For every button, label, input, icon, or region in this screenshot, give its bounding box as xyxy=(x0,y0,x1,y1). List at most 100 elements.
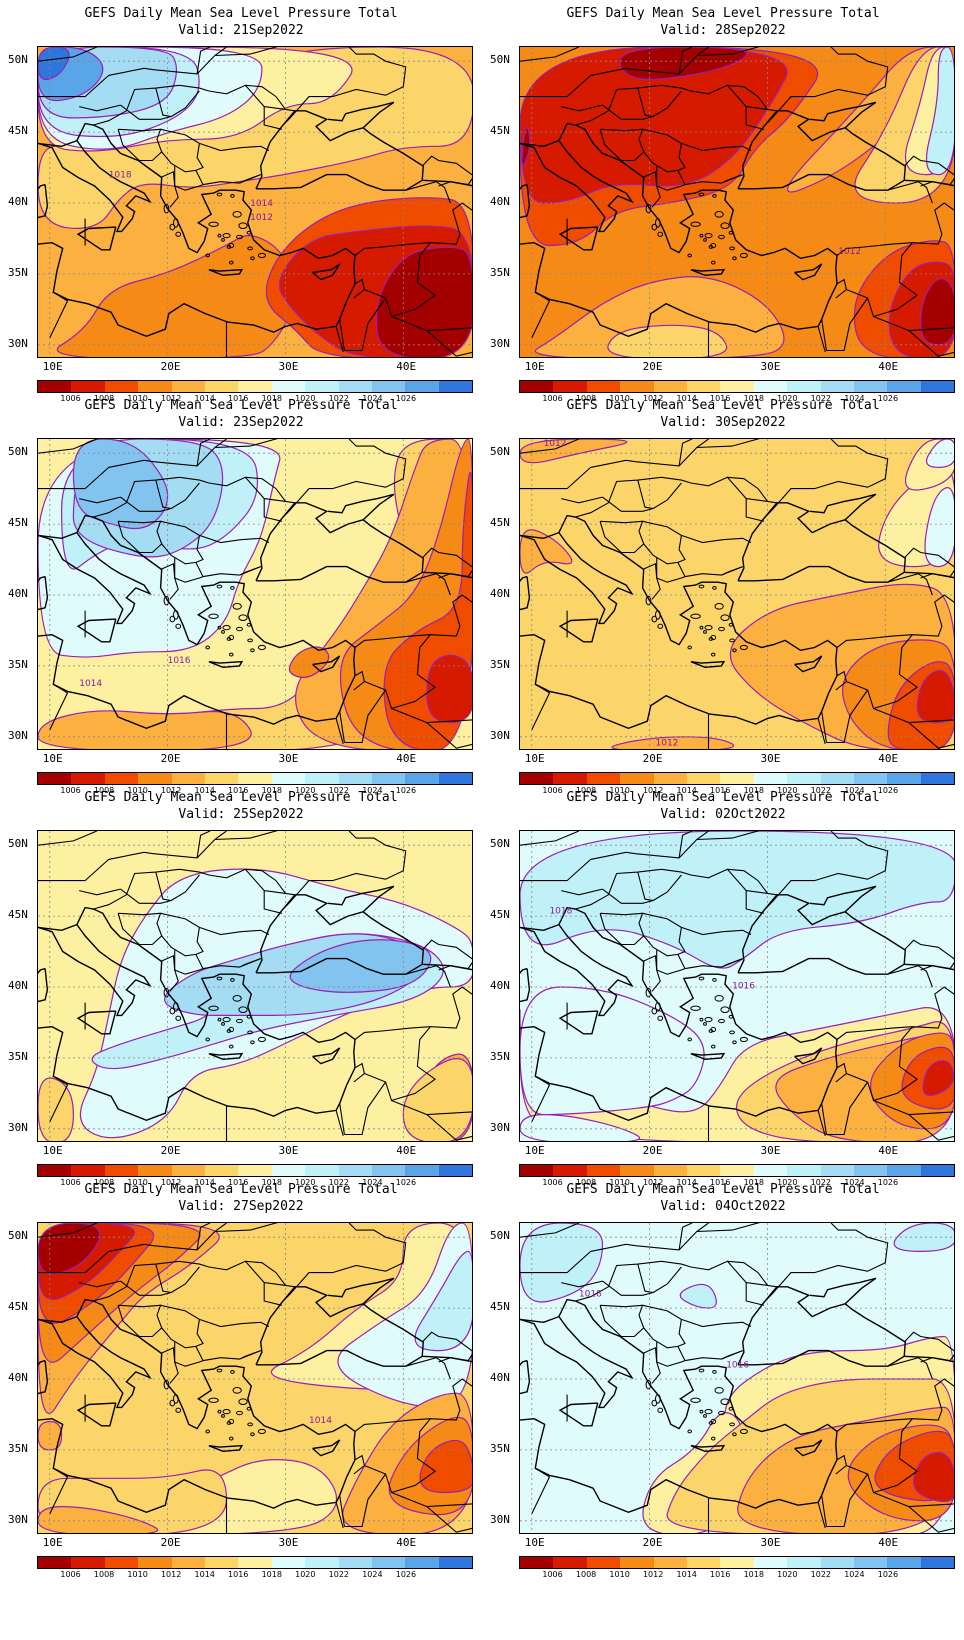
longitude-tick-label: 40E xyxy=(878,752,898,765)
colorbar-swatch xyxy=(887,773,920,784)
colorbar xyxy=(519,1556,955,1569)
longitude-tick-label: 10E xyxy=(525,1536,545,1549)
longitude-tick-label: 30E xyxy=(278,1536,298,1549)
panel-valid-date: Valid: 23Sep2022 xyxy=(0,414,482,431)
colorbar-swatch xyxy=(439,1557,472,1568)
longitude-tick-label: 10E xyxy=(525,752,545,765)
panel-valid-date: Valid: 30Sep2022 xyxy=(482,414,964,431)
latitude-tick-label: 45N xyxy=(8,124,28,137)
colorbar-tick-label: 1008 xyxy=(576,1570,596,1579)
colorbar-swatch xyxy=(439,773,472,784)
map-panel: GEFS Daily Mean Sea Level Pressure Total… xyxy=(482,0,964,410)
pressure-map: 1014 xyxy=(37,1222,473,1534)
colorbar-swatch xyxy=(339,1165,372,1176)
contour-label: 1014 xyxy=(79,679,102,689)
pressure-map: 1018 1014 1012 xyxy=(37,46,473,358)
longitude-tick-label: 40E xyxy=(878,1144,898,1157)
longitude-tick-label: 20E xyxy=(161,1144,181,1157)
colorbar-swatch xyxy=(687,773,720,784)
colorbar-swatch xyxy=(687,1557,720,1568)
colorbar-swatch xyxy=(71,1165,104,1176)
colorbar-swatch xyxy=(620,1557,653,1568)
colorbar-swatch xyxy=(620,1165,653,1176)
colorbar-swatch xyxy=(553,1557,586,1568)
latitude-tick-label: 50N xyxy=(490,445,510,458)
colorbar-tick-label: 1020 xyxy=(777,1570,797,1579)
colorbar-swatch xyxy=(405,1557,438,1568)
colorbar-swatch xyxy=(71,1557,104,1568)
pressure-contour-region xyxy=(38,1422,62,1450)
colorbar-swatch xyxy=(654,773,687,784)
colorbar-swatch xyxy=(172,1557,205,1568)
latitude-tick-label: 35N xyxy=(8,1442,28,1455)
longitude-tick-label: 20E xyxy=(643,1536,663,1549)
colorbar-swatch xyxy=(372,381,405,392)
colorbar-swatch xyxy=(372,1165,405,1176)
colorbar-swatch xyxy=(787,1165,820,1176)
colorbar-swatch xyxy=(854,381,887,392)
latitude-tick-label: 35N xyxy=(490,658,510,671)
colorbar-swatch xyxy=(172,773,205,784)
latitude-tick-label: 40N xyxy=(8,979,28,992)
latitude-tick-label: 35N xyxy=(8,266,28,279)
latitude-tick-label: 35N xyxy=(8,1050,28,1063)
pressure-map xyxy=(37,830,473,1142)
colorbar-swatch xyxy=(305,1165,338,1176)
colorbar-swatch xyxy=(821,773,854,784)
colorbar-swatch xyxy=(138,1165,171,1176)
colorbar-swatch xyxy=(754,1165,787,1176)
colorbar-swatch xyxy=(71,773,104,784)
colorbar-swatch xyxy=(587,773,620,784)
latitude-tick-label: 35N xyxy=(490,1050,510,1063)
colorbar-swatch xyxy=(787,381,820,392)
contour-label: 1018 xyxy=(109,170,132,180)
colorbar-swatch xyxy=(720,1557,753,1568)
colorbar-tick-label: 1008 xyxy=(94,1570,114,1579)
colorbar-swatch xyxy=(205,381,238,392)
colorbar-swatch xyxy=(105,1557,138,1568)
colorbar-tick-label: 1016 xyxy=(710,1570,730,1579)
colorbar-swatch xyxy=(305,773,338,784)
colorbar-tick-label: 1020 xyxy=(295,1570,315,1579)
latitude-tick-label: 50N xyxy=(8,445,28,458)
colorbar-swatch xyxy=(687,381,720,392)
colorbar-swatch xyxy=(520,773,553,784)
colorbar-swatch xyxy=(105,381,138,392)
colorbar-swatch xyxy=(405,381,438,392)
colorbar-swatch xyxy=(38,773,71,784)
longitude-tick-label: 40E xyxy=(396,752,416,765)
colorbar-tick-label: 1016 xyxy=(228,1570,248,1579)
longitude-tick-label: 30E xyxy=(760,360,780,373)
longitude-tick-label: 40E xyxy=(396,1144,416,1157)
colorbar-swatch xyxy=(587,381,620,392)
colorbar-swatch xyxy=(921,381,954,392)
colorbar-tick-label: 1006 xyxy=(60,1570,80,1579)
panel-valid-date: Valid: 21Sep2022 xyxy=(0,22,482,39)
colorbar-swatch xyxy=(138,773,171,784)
colorbar-swatch xyxy=(687,1165,720,1176)
pressure-map: 1018 1016 xyxy=(519,1222,955,1534)
panel-title: GEFS Daily Mean Sea Level Pressure Total xyxy=(482,5,964,22)
panel-title: GEFS Daily Mean Sea Level Pressure Total xyxy=(0,1181,482,1198)
pressure-map: 1018 1016 xyxy=(519,830,955,1142)
colorbar-swatch xyxy=(720,1165,753,1176)
map-panel: GEFS Daily Mean Sea Level Pressure Total… xyxy=(0,1176,482,1586)
colorbar-swatch xyxy=(620,381,653,392)
colorbar-swatch xyxy=(138,1557,171,1568)
colorbar-swatch xyxy=(553,1165,586,1176)
colorbar-swatch xyxy=(272,773,305,784)
colorbar-tick-label: 1014 xyxy=(195,1570,215,1579)
longitude-tick-label: 10E xyxy=(525,1144,545,1157)
colorbar-swatch xyxy=(272,381,305,392)
panel-valid-date: Valid: 28Sep2022 xyxy=(482,22,964,39)
colorbar-swatch xyxy=(238,1557,271,1568)
panel-valid-date: Valid: 02Oct2022 xyxy=(482,806,964,823)
contour-label: 1018 xyxy=(579,1290,602,1300)
contour-label: 1016 xyxy=(168,656,191,666)
colorbar-swatch xyxy=(172,381,205,392)
colorbar-swatch xyxy=(105,773,138,784)
colorbar-swatch xyxy=(821,381,854,392)
panel-title: GEFS Daily Mean Sea Level Pressure Total xyxy=(482,789,964,806)
latitude-tick-label: 50N xyxy=(490,53,510,66)
latitude-tick-label: 45N xyxy=(490,908,510,921)
